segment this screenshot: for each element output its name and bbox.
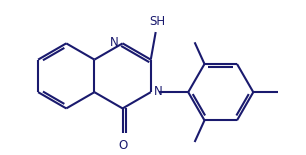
Text: N: N <box>154 85 162 98</box>
Text: SH: SH <box>150 15 166 28</box>
Text: O: O <box>118 139 127 152</box>
Text: N: N <box>110 36 119 49</box>
